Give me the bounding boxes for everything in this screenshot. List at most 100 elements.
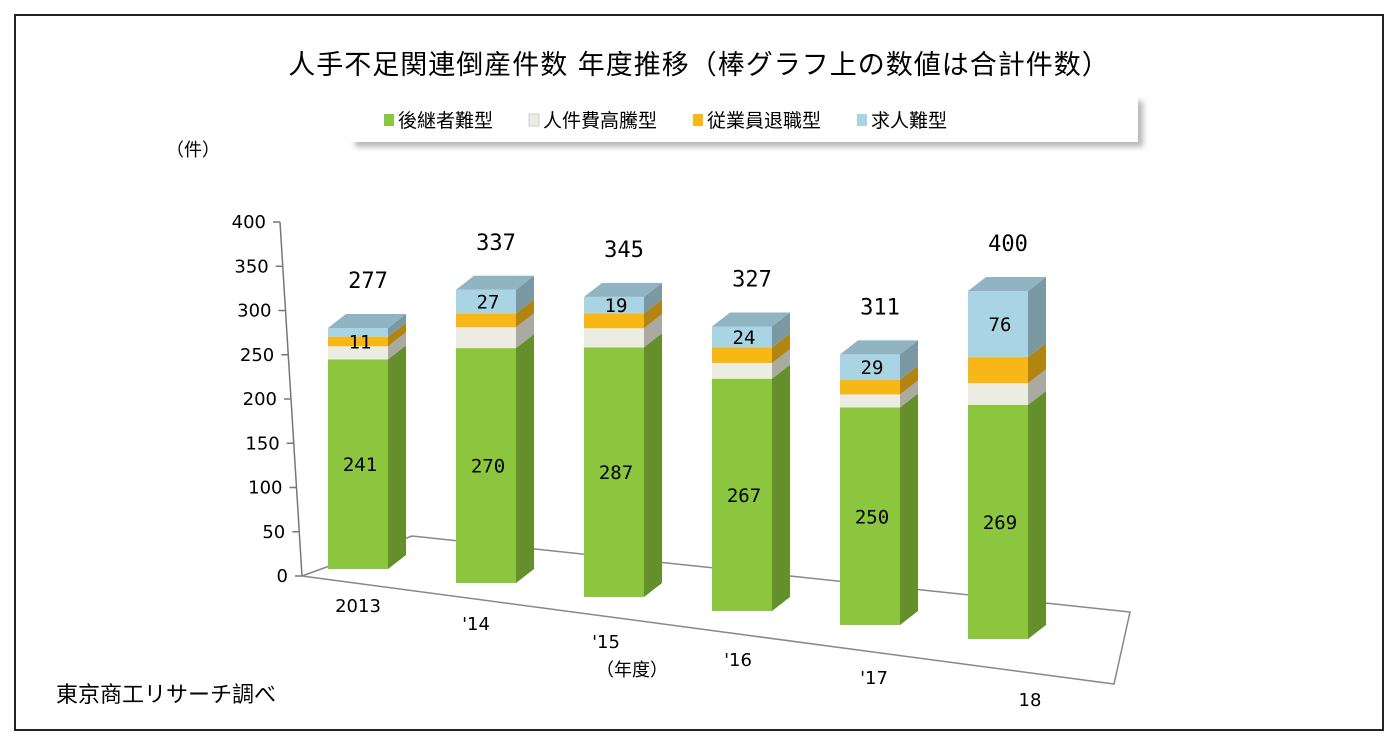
value-label-3-3: 24 [733,327,756,349]
bar-2-side-0 [644,333,662,597]
bar-3-top [712,312,790,327]
value-label-0-2: 11 [349,331,372,353]
bar-4-side-3 [900,340,918,380]
bar-1-side-2 [516,299,534,328]
x-tick-label-5: 18 [1019,690,1042,711]
value-label-1-3: 27 [477,292,500,314]
chart-frame: 人手不足関連倒産件数 年度推移（棒グラフ上の数値は合計件数） 後継者難型 人件費高… [14,14,1384,731]
bar-1 [456,275,534,583]
legend-swatch-3 [857,114,867,126]
bar-0-seg-2 [328,336,388,347]
value-label-5-3: 76 [989,314,1012,336]
bar-0-side-3 [388,314,406,337]
bar-0-seg-1 [328,346,388,360]
bar-3 [712,312,790,611]
bar-3-side-1 [772,349,790,379]
value-label-5-0: 269 [983,512,1017,534]
bar-0-top [328,314,406,329]
legend-box [350,96,1138,142]
bar-4-side-2 [900,365,918,395]
x-tick-label-1: '14 [462,614,490,635]
value-label-2-3: 19 [605,295,628,317]
total-label-0: 277 [348,269,388,294]
y-tick-label-6: 300 [237,301,271,322]
bar-5-top [968,277,1046,291]
bar-5-seg-2 [968,357,1028,384]
stacked-bar-chart: 人手不足関連倒産件数 年度推移（棒グラフ上の数値は合計件数） 後継者難型 人件費高… [56,50,1138,711]
value-label-2-0: 287 [599,462,633,484]
y-tick-label-2: 100 [248,478,282,499]
bar-2-seg-0 [584,347,644,597]
bar-4-seg-2 [840,379,900,395]
bar-1-seg-0 [456,348,516,583]
bar-5-seg-3 [968,291,1028,358]
bar-5-side-3 [1028,277,1046,358]
total-label-2: 345 [604,238,644,263]
x-axis-label: （年度） [596,660,668,681]
bar-5-side-2 [1028,343,1046,384]
bar-1-top [456,275,534,290]
bar-1-seg-2 [456,313,516,328]
bar-2-seg-2 [584,313,644,329]
value-label-4-0: 250 [855,506,889,528]
bar-3-side-3 [772,312,790,348]
bar-4-side-0 [900,393,918,625]
bar-5-side-0 [1028,390,1046,639]
bar-4 [840,340,918,625]
legend-label-1: 人件費高騰型 [543,110,657,132]
bar-3-seg-0 [712,378,772,611]
bar-5-seg-0 [968,404,1028,639]
y-tick-label-5: 250 [240,345,274,366]
chart-title: 人手不足関連倒産件数 年度推移（棒グラフ上の数値は合計件数） [288,50,1110,81]
bar-4-top [840,340,918,355]
bar-1-side-1 [516,313,534,349]
total-label-5: 400 [988,232,1028,257]
bar-0-side-2 [388,322,406,347]
x-tick-label-2: '15 [592,632,620,653]
y-tick-label-0: 0 [277,566,288,587]
legend-swatch-0 [384,114,394,126]
x-tick-label-4: '17 [860,668,888,689]
y-tick-label-8: 400 [232,212,266,233]
bar-4-seg-3 [840,354,900,380]
total-label-1: 337 [476,231,516,256]
bar-2-side-3 [644,282,662,314]
value-label-0-0: 241 [343,454,377,476]
x-tick-label-0: 2013 [335,596,381,617]
bar-3-seg-1 [712,363,772,379]
source-note: 東京商工リサーチ調べ [56,683,276,708]
bar-3-seg-2 [712,347,772,364]
bar-2 [584,282,662,597]
bar-2-top [584,282,662,297]
legend-swatch-1 [528,113,540,127]
bar-2-side-1 [644,314,662,348]
bar-0 [328,314,406,569]
value-label-3-0: 267 [727,485,761,507]
bar-2-side-2 [644,299,662,329]
bar-1-side-3 [516,275,534,314]
bar-2-seg-1 [584,328,644,348]
bar-0-seg-3 [328,328,388,337]
bar-4-seg-0 [840,407,900,625]
bar-0-side-0 [388,345,406,569]
bar-4-side-1 [900,380,918,408]
bar-3-side-2 [772,333,790,364]
y-axis-label: （件） [166,140,220,161]
legend: 後継者難型 人件費高騰型 従業員退職型 求人難型 [350,96,1138,142]
bar-0-seg-0 [328,359,388,569]
bar-3-seg-3 [712,326,772,348]
legend-swatch-2 [693,114,703,126]
bar-5-side-1 [1028,369,1046,405]
total-label-4: 311 [860,295,900,320]
y-tick-label-1: 50 [262,522,285,543]
y-tick-label-3: 150 [245,433,279,454]
y-tick-label-7: 350 [234,256,268,277]
bar-0-side-1 [388,332,406,360]
value-label-4-3: 29 [861,357,884,379]
x-tick-label-3: '16 [724,650,752,671]
y-tick-label-4: 200 [243,389,277,410]
bar-1-seg-1 [456,327,516,349]
bar-5-seg-1 [968,383,1028,405]
bar-1-seg-3 [456,289,516,314]
legend-label-3: 求人難型 [871,110,947,132]
